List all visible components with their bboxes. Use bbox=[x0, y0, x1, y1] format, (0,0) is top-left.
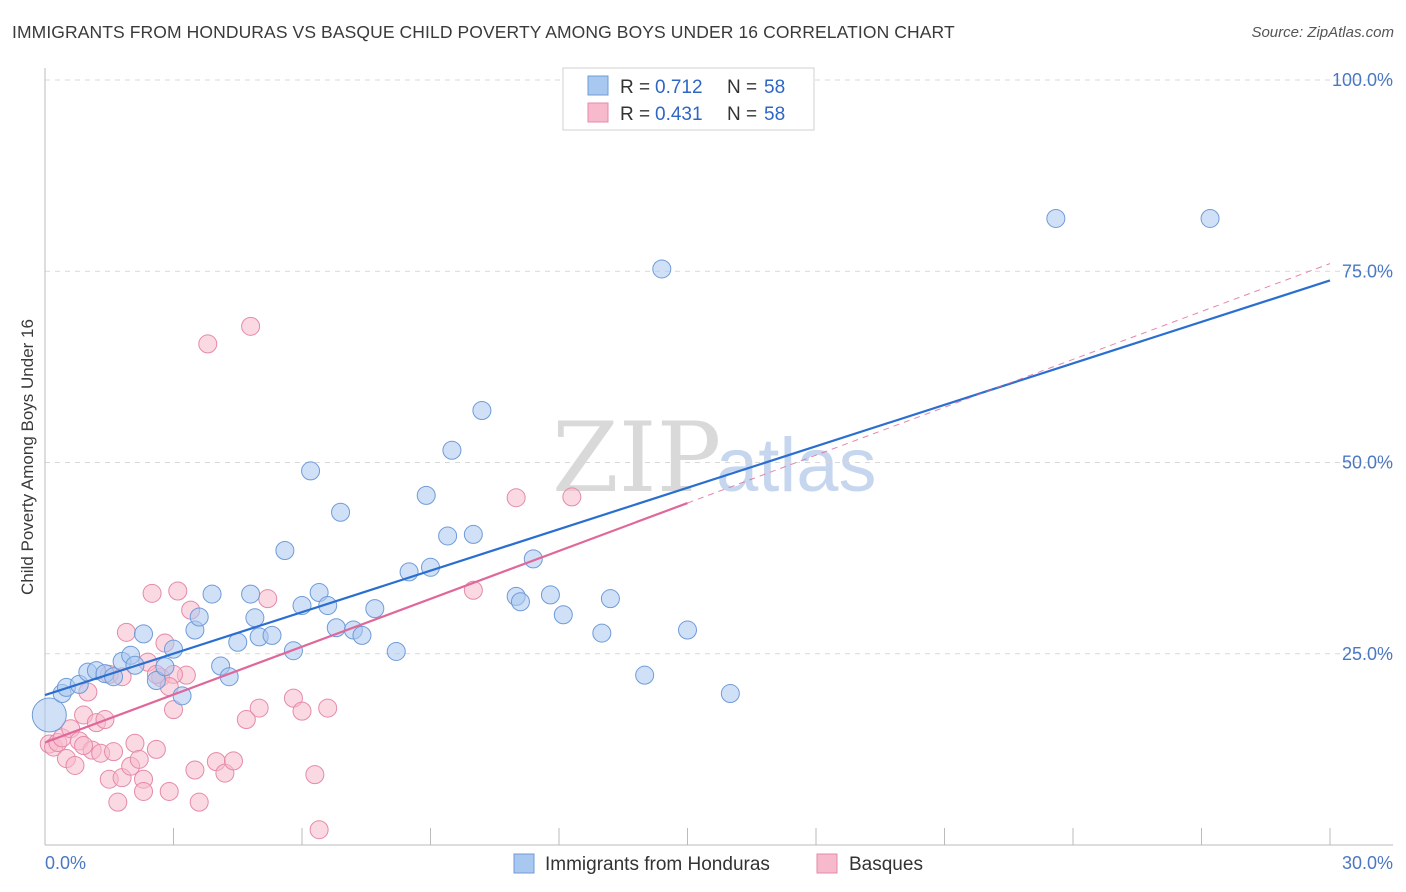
y-tick-labels: 25.0% 50.0% 75.0% 100.0% bbox=[1332, 70, 1393, 664]
honduras-point-47 bbox=[523, 549, 543, 569]
y-tick-label-0: 25.0% bbox=[1342, 644, 1393, 664]
basques-point-53 bbox=[74, 736, 94, 756]
basques-point-16 bbox=[108, 792, 128, 812]
gridlines bbox=[45, 79, 1395, 655]
source-label: Source: ZipAtlas.com bbox=[1251, 24, 1394, 41]
honduras-point-48 bbox=[540, 585, 560, 605]
x-tick-labels: 0.0% 30.0% bbox=[45, 853, 1393, 873]
legend-r-value-2: 0.431 bbox=[655, 104, 703, 125]
honduras-point-53 bbox=[652, 259, 672, 279]
honduras-point-50 bbox=[592, 623, 612, 643]
honduras-point-39 bbox=[416, 485, 436, 505]
basques-point-31 bbox=[168, 581, 188, 601]
y-tick-label-2: 75.0% bbox=[1342, 261, 1393, 281]
y-tick-label-3: 100.0% bbox=[1332, 70, 1393, 90]
bottom-legend-label-honduras: Immigrants from Honduras bbox=[545, 854, 770, 875]
x-tick-label-1: 30.0% bbox=[1342, 853, 1393, 873]
basques-trend-line bbox=[44, 502, 688, 744]
honduras-point-41 bbox=[438, 526, 458, 546]
honduras-point-12 bbox=[146, 671, 166, 691]
honduras-point-56 bbox=[1046, 208, 1066, 228]
basques-point-6 bbox=[65, 755, 85, 775]
bottom-legend: Immigrants from Honduras Basques bbox=[513, 853, 923, 875]
basques-point-35 bbox=[189, 792, 209, 812]
y-axis-title: Child Poverty Among Boys Under 16 bbox=[18, 319, 37, 595]
legend: R = 0.712 N = 58 R = 0.431 N = 58 bbox=[562, 67, 815, 131]
legend-r-label-1: R = bbox=[620, 77, 650, 98]
honduras-point-37 bbox=[386, 641, 406, 661]
honduras-point-18 bbox=[202, 584, 222, 604]
basques-point-39 bbox=[223, 751, 243, 771]
basques-point-42 bbox=[258, 589, 278, 609]
honduras-point-44 bbox=[472, 400, 492, 420]
legend-n-label-1: N = bbox=[727, 77, 757, 98]
honduras-point-42 bbox=[442, 440, 462, 460]
honduras-point-17 bbox=[189, 607, 209, 627]
legend-r-label-2: R = bbox=[620, 104, 650, 125]
legend-n-value-1: 58 bbox=[764, 77, 785, 98]
honduras-point-51 bbox=[600, 589, 620, 609]
basques-point-47 bbox=[318, 698, 338, 718]
honduras-point-35 bbox=[352, 625, 372, 645]
basques-point-21 bbox=[129, 749, 149, 769]
legend-swatch-basques bbox=[587, 102, 609, 123]
bottom-legend-swatch-honduras bbox=[513, 853, 535, 874]
basques-point-18 bbox=[116, 622, 136, 642]
basques-point-34 bbox=[185, 760, 205, 780]
basques-point-48 bbox=[463, 580, 483, 600]
legend-n-label-2: N = bbox=[727, 104, 757, 125]
basques-point-50 bbox=[562, 487, 582, 507]
basques-point-36 bbox=[198, 334, 218, 354]
honduras-point-23 bbox=[245, 608, 265, 628]
x-tick-label-0: 0.0% bbox=[45, 853, 86, 873]
honduras-point-43 bbox=[463, 524, 483, 544]
basques-point-23 bbox=[134, 781, 154, 801]
basques-trend-extension bbox=[687, 263, 1331, 504]
bottom-legend-swatch-basques bbox=[816, 853, 838, 874]
bottom-legend-label-basques: Basques bbox=[849, 854, 923, 875]
basques-points bbox=[39, 316, 582, 840]
legend-r-value-1: 0.712 bbox=[655, 77, 703, 98]
honduras-point-11 bbox=[134, 624, 154, 644]
chart-title: IMMIGRANTS FROM HONDURAS VS BASQUE CHILD… bbox=[12, 22, 955, 42]
basques-point-29 bbox=[159, 781, 179, 801]
honduras-point-49 bbox=[553, 605, 573, 625]
honduras-point-13 bbox=[155, 657, 175, 677]
y-tick-label-1: 50.0% bbox=[1342, 453, 1393, 473]
honduras-point-26 bbox=[275, 540, 295, 560]
honduras-point-29 bbox=[301, 461, 321, 481]
legend-n-value-2: 58 bbox=[764, 104, 785, 125]
honduras-point-22 bbox=[241, 584, 261, 604]
basques-point-49 bbox=[506, 488, 526, 508]
honduras-point-57 bbox=[1200, 208, 1220, 228]
basques-point-57 bbox=[236, 710, 256, 730]
basques-point-41 bbox=[249, 698, 269, 718]
watermark-atlas: atlas bbox=[716, 423, 877, 508]
basques-point-45 bbox=[305, 765, 325, 785]
basques-point-44 bbox=[292, 701, 312, 721]
honduras-point-54 bbox=[678, 620, 697, 640]
legend-swatch-honduras bbox=[587, 75, 609, 96]
basques-point-25 bbox=[142, 583, 162, 603]
honduras-point-36 bbox=[365, 599, 385, 619]
basques-point-40 bbox=[241, 316, 261, 336]
honduras-point-52 bbox=[635, 665, 655, 685]
honduras-point-31 bbox=[318, 596, 338, 616]
honduras-point-25 bbox=[262, 625, 282, 645]
honduras-point-33 bbox=[331, 502, 351, 522]
basques-point-46 bbox=[309, 820, 329, 840]
basques-point-26 bbox=[146, 739, 166, 759]
basques-point-30 bbox=[164, 700, 183, 720]
basques-point-20 bbox=[125, 733, 145, 753]
honduras-point-14 bbox=[164, 639, 183, 659]
honduras-point-0 bbox=[31, 697, 67, 733]
honduras-trend-line bbox=[44, 279, 1331, 697]
honduras-point-46 bbox=[510, 592, 530, 612]
honduras-point-55 bbox=[720, 684, 740, 704]
basques-point-15 bbox=[104, 742, 124, 762]
trend-lines bbox=[44, 263, 1331, 744]
